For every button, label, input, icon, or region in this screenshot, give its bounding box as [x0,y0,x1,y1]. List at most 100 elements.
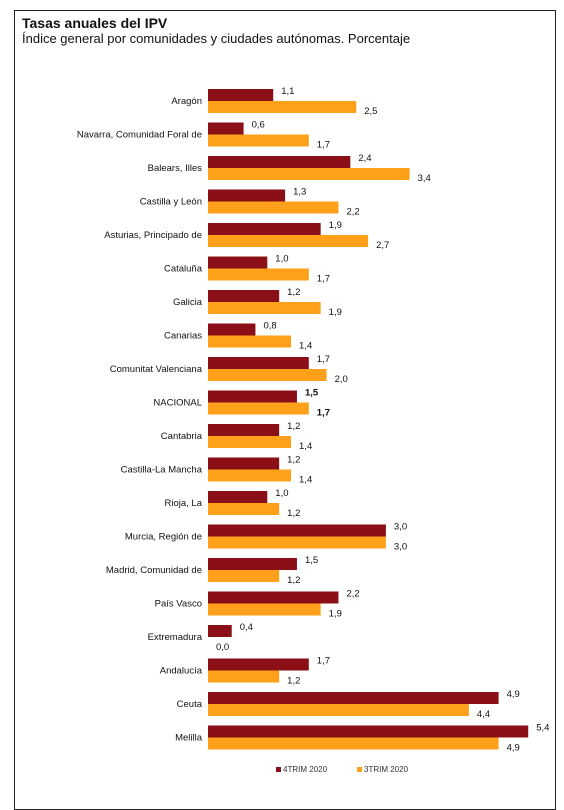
bar-4trim-2020 [208,189,286,202]
value-label-4trim-2020: 1,0 [275,488,288,499]
value-label-3trim-2020: 1,7 [317,408,330,419]
bar-4trim-2020 [208,558,297,570]
value-label-3trim-2020: 0,0 [216,642,229,653]
legend-swatch-4trim-2020 [276,767,281,772]
bar-4trim-2020 [208,122,244,135]
bar-3trim-2020 [208,235,369,247]
value-label-4trim-2020: 1,1 [281,86,294,97]
bar-4trim-2020 [208,290,280,302]
value-label-3trim-2020: 4,4 [477,709,490,720]
bar-chart: Aragón 1,1 2,5 Navarra, Comunidad Foral de 0… [77,86,550,774]
value-label-4trim-2020: 0,8 [263,321,276,332]
value-label-4trim-2020: 0,4 [240,622,253,633]
bar-4trim-2020 [208,692,499,704]
value-label-4trim-2020: 1,7 [317,656,330,667]
bar-3trim-2020 [208,168,410,180]
value-label-4trim-2020: 1,9 [329,220,342,231]
legend-label-3trim-2020: 3TRIM 2020 [364,765,409,774]
bar-4trim-2020 [208,591,339,604]
category-label: Castilla-La Mancha [121,465,203,476]
bar-4trim-2020 [208,524,386,537]
value-label-4trim-2020: 1,2 [287,455,300,466]
value-label-3trim-2020: 1,2 [287,508,300,519]
value-label-4trim-2020: 1,3 [293,187,306,198]
legend-swatch-3trim-2020 [357,767,362,772]
chart-subtitle: Índice general por comunidades y ciudade… [22,31,411,46]
value-label-3trim-2020: 3,4 [418,173,431,184]
bar-4trim-2020 [208,658,309,671]
value-label-4trim-2020: 4,9 [507,689,520,700]
category-label: Comunitat Valenciana [110,364,203,375]
bar-3trim-2020 [208,101,357,113]
bar-3trim-2020 [208,302,321,314]
category-label: Cantabria [161,431,203,442]
value-label-3trim-2020: 2,2 [346,207,359,218]
legend-label-4trim-2020: 4TRIM 2020 [283,765,328,774]
category-label: Balears, Illes [148,163,203,174]
category-label: Ceuta [177,699,203,710]
value-label-3trim-2020: 1,2 [287,575,300,586]
bar-3trim-2020 [208,402,309,415]
value-label-4trim-2020: 1,0 [275,254,288,265]
bar-3trim-2020 [208,335,292,348]
bar-3trim-2020 [208,369,327,381]
value-label-4trim-2020: 5,4 [536,723,549,734]
bar-3trim-2020 [208,201,339,214]
value-label-3trim-2020: 1,9 [329,609,342,620]
category-label: Madrid, Comunidad de [106,565,202,576]
value-label-3trim-2020: 2,0 [335,374,348,385]
bar-3trim-2020 [208,268,309,281]
category-label: Canarias [164,331,202,342]
bar-3trim-2020 [208,603,321,616]
value-label-3trim-2020: 1,4 [299,441,312,452]
value-label-3trim-2020: 4,9 [507,743,520,754]
category-label: Asturias, Principado de [104,230,202,241]
bar-4trim-2020 [208,491,268,503]
bar-4trim-2020 [208,156,351,168]
bar-3trim-2020 [208,737,499,750]
value-label-4trim-2020: 3,0 [394,522,407,533]
value-label-3trim-2020: 1,2 [287,676,300,687]
value-label-3trim-2020: 1,7 [317,140,330,151]
bar-3trim-2020 [208,570,280,582]
value-label-3trim-2020: 1,4 [299,475,312,486]
bar-3trim-2020 [208,436,292,448]
value-label-3trim-2020: 1,9 [329,307,342,318]
value-label-3trim-2020: 3,0 [394,542,407,553]
bar-3trim-2020 [208,536,386,549]
bar-3trim-2020 [208,134,309,147]
bar-3trim-2020 [208,704,469,716]
category-label: Andalucía [160,666,203,677]
bar-4trim-2020 [208,457,280,470]
bar-4trim-2020 [208,323,256,336]
chart-title: Tasas anuales del IPV [22,15,168,31]
bar-4trim-2020 [208,256,268,269]
bar-3trim-2020 [208,670,280,683]
category-label: Castilla y León [140,197,202,208]
category-label: Aragón [171,96,202,107]
category-label: País Vasco [155,599,202,610]
value-label-4trim-2020: 1,7 [317,354,330,365]
bar-4trim-2020 [208,424,280,436]
bar-4trim-2020 [208,625,232,637]
bar-4trim-2020 [208,725,529,738]
value-label-3trim-2020: 2,7 [376,240,389,251]
value-label-4trim-2020: 1,5 [305,555,318,566]
category-label: Rioja, La [165,498,203,509]
bar-4trim-2020 [208,223,321,235]
value-label-4trim-2020: 2,2 [346,589,359,600]
value-label-3trim-2020: 1,7 [317,274,330,285]
value-label-3trim-2020: 1,4 [299,341,312,352]
category-label: Navarra, Comunidad Foral de [77,130,202,141]
bar-4trim-2020 [208,89,274,101]
bar-3trim-2020 [208,503,280,515]
value-label-4trim-2020: 0,6 [252,120,265,131]
value-label-4trim-2020: 1,5 [305,388,319,399]
category-label: Melilla [175,733,203,744]
bar-4trim-2020 [208,357,309,369]
value-label-3trim-2020: 2,5 [364,106,377,117]
category-label: Extremadura [148,632,203,643]
category-label: Murcia, Región de [125,532,202,543]
category-label: Cataluña [164,264,203,275]
value-label-4trim-2020: 1,2 [287,287,300,298]
